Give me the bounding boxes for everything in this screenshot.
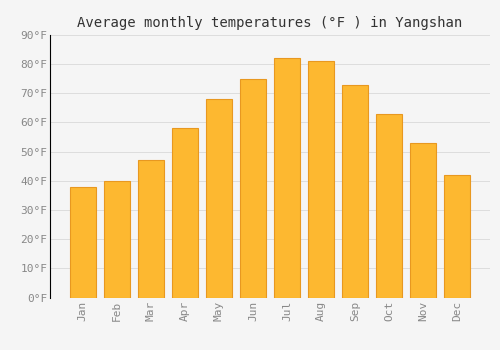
Bar bbox=[308, 61, 334, 298]
Bar bbox=[240, 79, 266, 298]
Bar bbox=[274, 58, 300, 298]
Bar bbox=[206, 99, 232, 298]
Bar bbox=[342, 85, 368, 298]
Bar bbox=[104, 181, 130, 298]
Bar bbox=[70, 187, 96, 298]
Bar bbox=[444, 175, 470, 298]
Bar bbox=[376, 114, 402, 298]
Bar bbox=[172, 128, 198, 298]
Title: Average monthly temperatures (°F ) in Yangshan: Average monthly temperatures (°F ) in Ya… bbox=[78, 16, 462, 30]
Bar bbox=[138, 160, 164, 298]
Bar bbox=[410, 143, 436, 298]
